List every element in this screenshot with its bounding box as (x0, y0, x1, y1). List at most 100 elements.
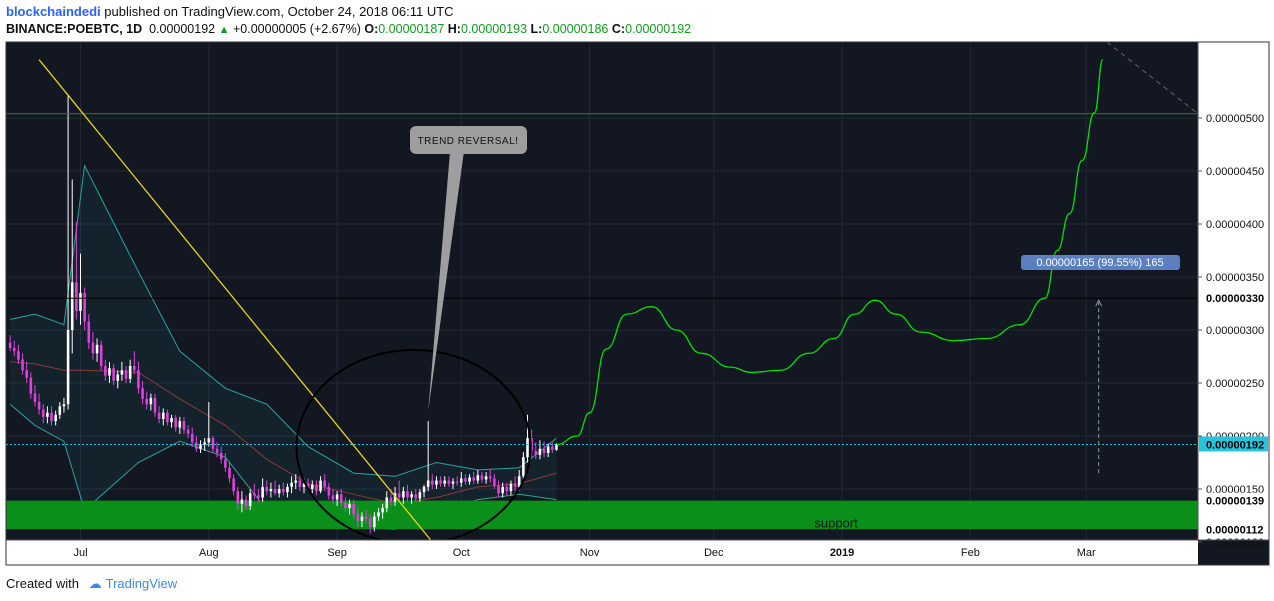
candle-body (277, 489, 281, 494)
callout-box (410, 126, 527, 154)
candle-body (493, 478, 496, 486)
candle-body (137, 370, 140, 389)
candle-body (360, 516, 364, 521)
candle-body (46, 412, 49, 417)
candle-body (182, 421, 186, 430)
candle-body (224, 459, 227, 468)
candle-body (422, 486, 426, 493)
candle-body (219, 452, 223, 460)
candle-body (381, 508, 384, 513)
candle-body (551, 446, 554, 450)
candle-body (70, 282, 74, 330)
candle-body (443, 480, 447, 484)
level-price-label: 0.00000139 (1206, 496, 1264, 508)
candle-body (402, 491, 405, 498)
candle-body (244, 499, 248, 506)
bollinger-basis (10, 361, 557, 505)
published-text: published on TradingView.com, October 24… (104, 4, 454, 19)
candle-body (459, 478, 463, 483)
candle-body (195, 442, 198, 449)
candle-body (228, 467, 231, 479)
current-price-label: 0.00000192 (1206, 439, 1264, 451)
candle-body (104, 366, 107, 376)
open-value: 0.00000187 (378, 22, 445, 36)
time-tick-label: Aug (199, 547, 219, 559)
price-tick-label: 0.00000300 (1206, 325, 1264, 337)
candle-body (282, 489, 285, 493)
candle-body (50, 412, 53, 422)
candle-body (439, 480, 442, 484)
tradingview-logo-icon[interactable]: ☁ (88, 576, 102, 591)
candle-body (385, 497, 389, 509)
candle-body (315, 484, 318, 492)
candle-body (348, 503, 351, 509)
price-tick-label: 0.00000100 (1206, 537, 1264, 549)
candle-body (133, 366, 136, 371)
high-label: H: (447, 22, 461, 36)
candle-body (83, 292, 86, 322)
candle-body (546, 446, 550, 453)
candle-body (497, 485, 500, 494)
level-price-tag (1199, 521, 1268, 537)
low-value: 0.00000186 (542, 22, 609, 36)
candle-body (373, 516, 376, 528)
price-tick-label: 0.00000500 (1206, 113, 1264, 125)
candle-body (41, 409, 45, 417)
level-price-tag (1199, 492, 1268, 508)
candle-body (327, 486, 331, 496)
candle-body (12, 348, 16, 352)
candle-body (431, 480, 434, 485)
candle-body (451, 481, 455, 484)
time-axis[interactable]: Jul Aug Sep Oct Nov Dec 2019 Feb Mar (5, 41, 1270, 566)
candle-body (302, 483, 306, 487)
callout-text: TREND REVERSAL! (418, 136, 519, 147)
time-tick-label: Dec (704, 547, 724, 559)
author-link[interactable]: blockchaindedi (6, 4, 101, 19)
price-tick-label: 0.00000350 (1206, 272, 1264, 284)
candle-body (79, 292, 82, 311)
candle-body (8, 342, 12, 349)
support-zone-label: support (814, 515, 858, 530)
candle-body (286, 486, 289, 493)
candle-body (248, 493, 252, 506)
candle-body (141, 388, 144, 399)
candle-body (290, 482, 293, 487)
candle-body (29, 377, 33, 394)
downtrend-line (38, 59, 433, 543)
candle-body (112, 368, 115, 381)
candle-body (377, 512, 380, 517)
candle-body (215, 448, 219, 453)
tradingview-link[interactable]: TradingView (105, 576, 178, 591)
candle-body (393, 493, 397, 502)
candle-body (149, 397, 153, 405)
chart-background (6, 42, 1269, 565)
candle-body (538, 448, 542, 456)
candle-body (426, 480, 430, 487)
price-axis[interactable]: 0.00000500 0.00000450 0.00000400 0.00000350… (1197, 42, 1269, 549)
bollinger-upper (9, 164, 557, 477)
up-arrow-icon: ▲ (218, 24, 230, 36)
candle-body (455, 481, 459, 483)
candle-body (166, 412, 169, 423)
dashed-projection-line (1106, 41, 1199, 115)
candles (8, 94, 558, 534)
support-zone-rect (6, 500, 1198, 530)
candle-body (157, 412, 161, 420)
candle-body (319, 480, 322, 492)
candle-body (488, 476, 492, 479)
created-with-label: Created with (6, 576, 79, 591)
candle-body (199, 444, 202, 449)
time-tick-label: Feb (961, 547, 980, 559)
candle-body (464, 478, 467, 482)
candle-body (253, 493, 256, 496)
candle-body (161, 412, 165, 420)
candle-body (410, 494, 413, 498)
low-label: L: (530, 22, 543, 36)
candle-body (257, 495, 260, 498)
time-tick-label: Sep (327, 547, 347, 559)
time-tick-label: Mar (1077, 547, 1096, 559)
candle-body (480, 475, 484, 480)
chart-frame (5, 41, 1270, 566)
candle-body (476, 475, 480, 481)
